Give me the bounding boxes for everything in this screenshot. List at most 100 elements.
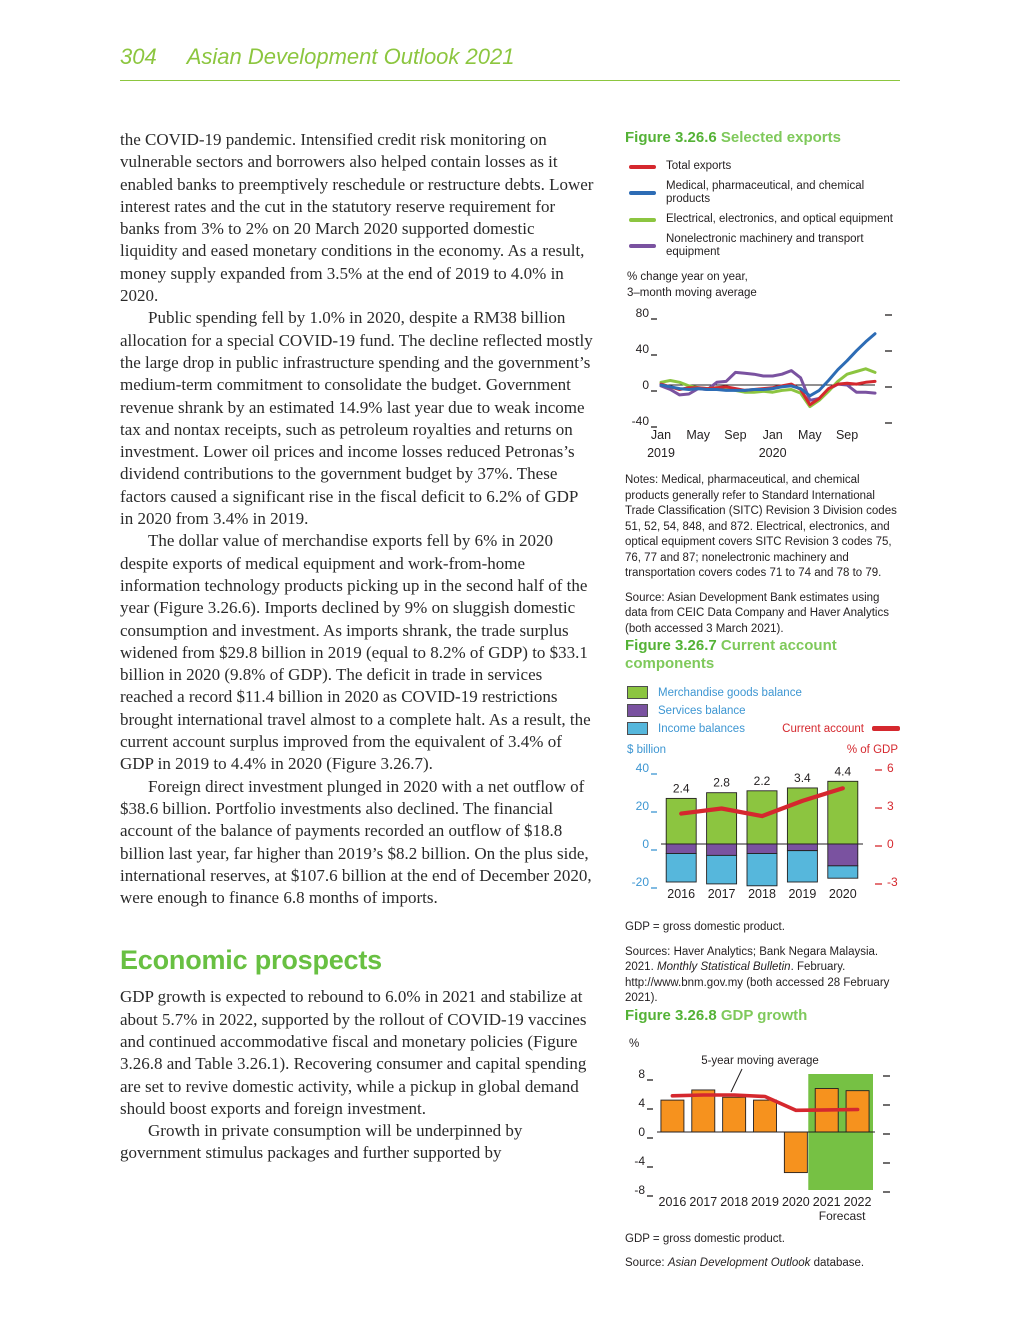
page-title: Asian Development Outlook 2021 bbox=[186, 44, 515, 69]
figure-source: Source: Asian Development Bank estimates… bbox=[625, 591, 889, 635]
figure-name: Selected exports bbox=[720, 129, 841, 146]
bar-merchandise-2020 bbox=[827, 780, 859, 845]
paragraph: the COVID-19 pandemic. Intensified credi… bbox=[120, 130, 594, 306]
legend-item: Electrical, electronics, and optical equ… bbox=[629, 213, 900, 226]
x-tick-label: 2017 bbox=[689, 1195, 717, 1209]
source-text: database. bbox=[810, 1257, 865, 1269]
left-tick-label: 0 bbox=[642, 837, 649, 851]
legend-item: Total exports bbox=[629, 160, 900, 173]
source-italic-text: Asian Development Outlook bbox=[667, 1257, 811, 1269]
gdp-growth-bar-chart: -8 -4 0 4 8 2016 2017 2018 2019 2020 2021 2022 5-yea… bbox=[634, 1055, 890, 1222]
legend-label: Income balances bbox=[658, 722, 745, 735]
y-tick-label: 40 bbox=[636, 342, 650, 356]
selected-exports-line-chart: -40 0 40 80 Jan May Sep Jan May Sep 2019 2020 bbox=[632, 306, 892, 460]
x-tick-label: May bbox=[686, 428, 710, 442]
legend-label: Total exports bbox=[666, 160, 732, 172]
legend-label: Merchandise goods balance bbox=[658, 686, 802, 699]
figures-column: Figure 3.26.6 Selected exports Total exp… bbox=[625, 129, 900, 1272]
figure-source: Sources: Haver Analytics; Bank Negara Ma… bbox=[625, 945, 900, 1007]
x-tick-label: Jan bbox=[763, 428, 783, 442]
data-label-2019: 3.4 bbox=[794, 771, 811, 785]
legend-label: Nonelectronic machinery and transport eq… bbox=[666, 233, 864, 258]
current-account-combo-chart: -20 0 20 40 -3 0 3 6 2.4 2016 2.8 2017 2.2 2018 3.4 201… bbox=[632, 761, 898, 901]
bar-income-2016 bbox=[665, 853, 697, 883]
source-italic-text: Monthly Statistical Bulletin bbox=[656, 961, 791, 973]
left-axis-unit: $ billion bbox=[627, 744, 666, 756]
legend-line-swatch bbox=[629, 164, 656, 169]
unit-line: % change year on year, bbox=[627, 271, 748, 283]
left-tick-label: -20 bbox=[632, 875, 650, 889]
annotation-label: 5-year moving average bbox=[701, 1055, 819, 1067]
legend-item: Services balance bbox=[627, 704, 900, 717]
x-tick-label: Sep bbox=[836, 428, 858, 442]
left-tick-label: 40 bbox=[636, 761, 650, 775]
x-tick-label: 2018 bbox=[748, 887, 776, 901]
x-tick-label: 2017 bbox=[708, 887, 736, 901]
legend-label: Services balance bbox=[658, 704, 746, 717]
legend-line-swatch bbox=[629, 244, 656, 248]
forecast-label: Forecast bbox=[819, 1209, 866, 1222]
data-label-2020: 4.4 bbox=[834, 764, 851, 778]
bar-income-2018 bbox=[746, 853, 778, 887]
series-line-1 bbox=[659, 332, 877, 398]
legend-box-swatch bbox=[627, 704, 648, 717]
paragraph: The dollar value of merchandise exports … bbox=[120, 531, 591, 774]
current-account-line bbox=[679, 786, 845, 819]
legend-item: Income balances Current account bbox=[627, 722, 900, 735]
bar-2018 bbox=[722, 1096, 747, 1132]
source-text: Sources: Haver Analytics; Bank Negara Ma… bbox=[625, 945, 879, 974]
figure-name: Current account components bbox=[625, 637, 837, 672]
bar-services-2017 bbox=[706, 843, 738, 856]
x-tick-label: 2019 bbox=[788, 887, 816, 901]
left-tick-label: 20 bbox=[636, 799, 650, 813]
y-tick-label: -4 bbox=[634, 1154, 645, 1168]
axis-units-row: $ billion % of GDP bbox=[627, 744, 898, 756]
right-tick-label: 6 bbox=[887, 761, 894, 775]
year-label: 2019 bbox=[647, 446, 675, 460]
bar-merchandise-2017 bbox=[706, 792, 738, 845]
bar-2020 bbox=[783, 1131, 808, 1173]
legend-line-swatch bbox=[872, 726, 900, 731]
figure-note-gdp: GDP = gross domestic product. bbox=[625, 921, 785, 933]
right-tick-label: 0 bbox=[887, 837, 894, 851]
legend: Total exports Medical, pharmaceutical, a… bbox=[625, 160, 900, 259]
data-label-2018: 2.2 bbox=[754, 774, 771, 788]
x-tick-label: May bbox=[798, 428, 822, 442]
bar-services-2020 bbox=[827, 843, 859, 867]
unit-line: 3–month moving average bbox=[627, 287, 757, 299]
legend-label: Medical, pharmaceutical, and chemical pr… bbox=[666, 180, 865, 205]
x-tick-label: 2020 bbox=[829, 887, 857, 901]
page-header: 304 Asian Development Outlook 2021 bbox=[120, 44, 900, 81]
figure-3-26-6: Figure 3.26.6 Selected exports Total exp… bbox=[625, 129, 900, 637]
figure-notes: Notes: Medical, pharmaceutical, and chem… bbox=[625, 474, 897, 579]
legend-item: Nonelectronic machinery and transport eq… bbox=[629, 233, 900, 259]
figure-title-row: Figure 3.26.7 Current account components bbox=[625, 637, 900, 673]
figure-3-26-7: Figure 3.26.7 Current account components… bbox=[625, 637, 900, 1007]
body-column: the COVID-19 pandemic. Intensified credi… bbox=[120, 129, 595, 1272]
x-tick-label: 2022 bbox=[844, 1195, 872, 1209]
y-tick-label: 0 bbox=[638, 1125, 645, 1139]
x-tick-label: 2021 bbox=[813, 1195, 841, 1209]
right-tick-label: 3 bbox=[887, 799, 894, 813]
bar-services-2018 bbox=[746, 843, 778, 854]
x-tick-label: Jan bbox=[651, 428, 671, 442]
legend-box-swatch bbox=[627, 722, 648, 735]
bar-services-2016 bbox=[665, 843, 697, 854]
legend-item: Medical, pharmaceutical, and chemical pr… bbox=[629, 180, 900, 206]
legend-box-swatch bbox=[627, 686, 648, 699]
bar-services-2019 bbox=[786, 843, 818, 852]
y-tick-label: -8 bbox=[634, 1183, 645, 1197]
year-label: 2020 bbox=[759, 446, 787, 460]
x-tick-label: Sep bbox=[724, 428, 746, 442]
figure-title-row: Figure 3.26.8 GDP growth bbox=[625, 1007, 900, 1025]
x-tick-label: 2018 bbox=[720, 1195, 748, 1209]
data-label-2016: 2.4 bbox=[673, 781, 690, 795]
bar-merchandise-2016 bbox=[665, 797, 697, 845]
figure-label: Figure 3.26.8 bbox=[625, 1006, 717, 1024]
content-columns: the COVID-19 pandemic. Intensified credi… bbox=[120, 129, 900, 1272]
figure-label: Figure 3.26.6 bbox=[625, 129, 717, 146]
bar-income-2020 bbox=[827, 865, 859, 879]
axis-unit-label: % bbox=[629, 1037, 640, 1050]
bar-income-2019 bbox=[786, 850, 818, 883]
paragraph: Growth in private consumption will be un… bbox=[120, 1121, 523, 1163]
